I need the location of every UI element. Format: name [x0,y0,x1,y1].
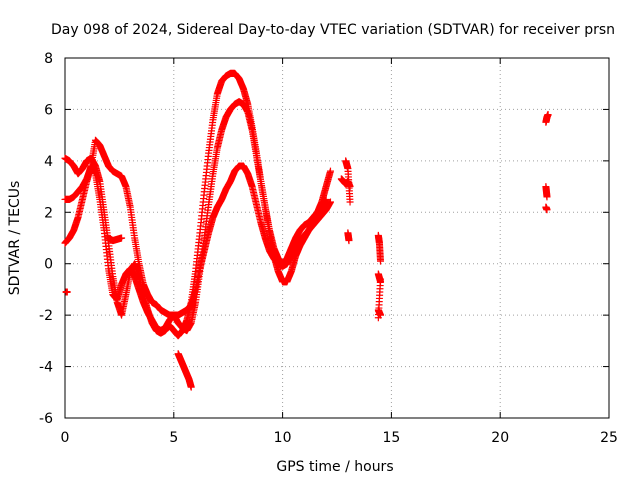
series-track-c [61,136,334,319]
data-point [543,206,551,214]
x-tick-label: 10 [274,430,292,446]
series-track-b [61,98,330,335]
grid-lines [65,58,609,418]
x-tick-label: 20 [491,430,509,446]
x-tick-label: 15 [382,430,400,446]
data-point [322,195,330,203]
data-point [326,198,334,206]
y-tick-label: -2 [39,308,53,324]
y-tick-label: 6 [44,102,53,118]
data-point [63,288,71,296]
plot-frame [64,57,610,419]
x-axis-label: GPS time / hours [276,459,393,475]
data-point [377,257,385,265]
data-point [377,275,385,283]
x-tick-label: 5 [169,430,178,446]
data-point [346,198,354,206]
series-track-e [337,157,385,322]
data-point [118,234,126,242]
y-axis-label: SDTVAR / TECUs [7,181,23,296]
series-track-f [542,111,552,214]
y-tick-label: 4 [44,154,53,170]
y-tick-label: 8 [44,51,53,67]
axis-ticks: 0 5 10 15 20 25 -6 -4 -2 0 2 4 6 8 [39,51,618,446]
x-tick-label: 25 [600,430,618,446]
data-point [326,167,334,175]
series-track-d [62,234,195,391]
x-tick-label: 0 [61,430,70,446]
data-points [61,69,552,391]
y-tick-label: -4 [39,360,53,376]
data-point [187,383,195,391]
data-point [345,237,353,245]
y-tick-label: -6 [39,411,53,427]
data-point [346,183,354,191]
y-tick-label: 2 [44,205,53,221]
y-tick-label: 0 [44,257,53,273]
chart-title: Day 098 of 2024, Sidereal Day-to-day VTE… [51,22,615,38]
data-point [543,193,551,201]
data-point [544,111,552,119]
